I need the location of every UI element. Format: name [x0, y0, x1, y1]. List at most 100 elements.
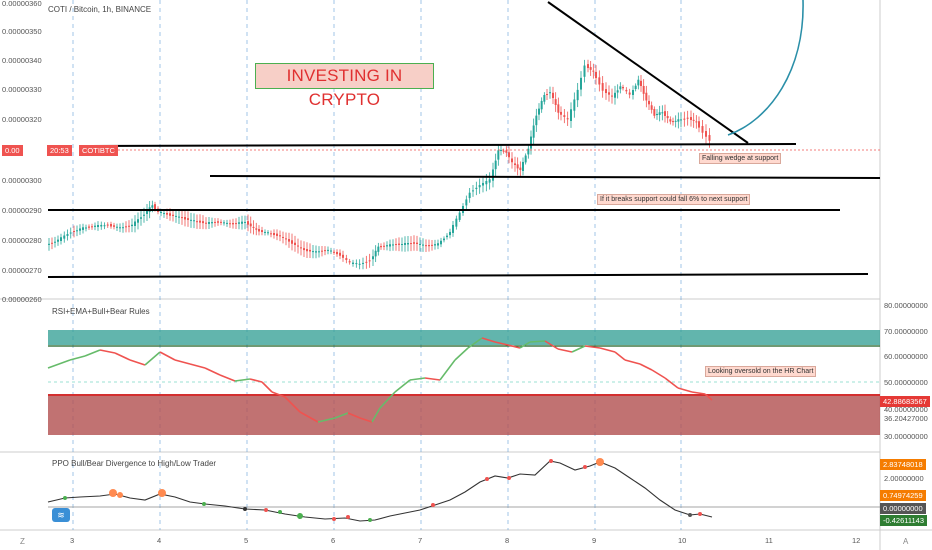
rsi-overbought-zone [48, 330, 880, 345]
candle-body [482, 182, 484, 186]
candle-body [303, 248, 305, 251]
candle-body [398, 243, 400, 245]
candle-body [355, 263, 358, 265]
candle-body [488, 179, 491, 183]
candle-body [674, 120, 677, 122]
candle-body [255, 228, 258, 230]
candle-body [527, 148, 530, 155]
candle-body [60, 237, 62, 241]
rsi-line-segment [69, 355, 86, 361]
candle-body [608, 92, 610, 95]
candle-body [291, 240, 293, 244]
candle-body [640, 80, 642, 87]
symbol-badge: COTIBTC [79, 145, 118, 156]
candle-body [235, 223, 237, 225]
candle-body [686, 117, 689, 119]
candle-body [73, 231, 75, 233]
rsi-line-segment [317, 417, 336, 423]
candle-body [119, 227, 121, 229]
rsi-tick-label: 80.00000000 [884, 301, 928, 310]
candle-body [653, 109, 656, 116]
candle-body [589, 67, 592, 70]
candle-body [524, 155, 527, 163]
candle-body [511, 158, 513, 163]
candle-body [285, 238, 287, 240]
ppo-signal-dot [63, 496, 67, 500]
candle-body [410, 243, 412, 245]
auto-scale-icon[interactable]: A [903, 537, 909, 546]
price-tick-label: 0.00000350 [2, 27, 42, 36]
candle-body [468, 192, 471, 199]
support-line [89, 143, 797, 147]
candle-body [85, 227, 87, 229]
rsi-line-segment [639, 363, 653, 371]
candle-body [214, 221, 216, 223]
time-tick-label: 5 [244, 536, 249, 545]
candle-body [146, 211, 148, 214]
candle-body [309, 249, 311, 252]
candle-body [97, 225, 99, 227]
candle-body [413, 242, 415, 244]
candle-body [632, 90, 634, 95]
candle-body [566, 118, 569, 120]
candle-body [664, 111, 666, 116]
candle-body [57, 239, 59, 242]
rsi-line-segment [219, 374, 236, 382]
candle-body [614, 92, 616, 98]
candle-body [437, 243, 439, 246]
candle-body [279, 235, 281, 237]
candle-body [637, 79, 640, 86]
rsi-line-segment [84, 349, 101, 357]
candle-body [516, 164, 519, 169]
candle-body [701, 126, 704, 133]
candle-body [318, 251, 320, 253]
candle-body [576, 89, 579, 101]
candle-body [116, 226, 118, 228]
rsi-line-segment [439, 359, 456, 381]
candle-body [648, 100, 650, 105]
candle-body [327, 249, 329, 251]
candle-body [570, 109, 572, 121]
candle-body [106, 224, 109, 226]
candle-body [407, 242, 409, 245]
candle-body [368, 260, 371, 262]
candle-body [113, 225, 115, 227]
ppo-pane-title: PPO Bull/Bear Divergence to High/Low Tra… [52, 459, 217, 468]
candle-body [110, 224, 112, 227]
candle-body [205, 222, 207, 224]
ppo-signal-dot [368, 518, 372, 522]
candle-body [658, 112, 661, 115]
break-support-note: If it breaks support could fall 6% to ne… [597, 194, 751, 205]
candle-body [595, 71, 597, 79]
candle-body [342, 254, 344, 258]
tradingview-logo-icon[interactable]: ≋ [52, 508, 70, 522]
rsi-line-segment [677, 387, 693, 393]
ppo-mid-badge: 0.74974259 [880, 490, 926, 501]
rsi-line-segment [359, 417, 373, 423]
candle-body [497, 150, 500, 160]
rsi-line-segment [271, 391, 286, 398]
rsi-tick-label: 50.00000000 [884, 378, 928, 387]
rsi-line-segment [334, 412, 349, 419]
rsi-line-segment [424, 377, 441, 381]
wedge-resistance-line [547, 1, 749, 144]
candle-body [392, 244, 394, 246]
ppo-signal-dot [596, 458, 604, 466]
candle-body [166, 212, 168, 215]
candle-body [557, 104, 560, 113]
candle-body [226, 222, 228, 224]
candle-body [465, 199, 468, 206]
candle-body [592, 70, 595, 72]
candle-body [705, 131, 707, 137]
rsi-tick-label: 70.00000000 [884, 327, 928, 336]
candle-body [622, 86, 624, 89]
candle-body [645, 92, 648, 101]
candle-body [708, 135, 711, 141]
zoom-icon[interactable]: Z [20, 537, 25, 546]
candle-body [583, 65, 586, 77]
rsi-line-segment [234, 378, 251, 382]
candle-body [199, 220, 201, 223]
candle-body [422, 244, 424, 246]
